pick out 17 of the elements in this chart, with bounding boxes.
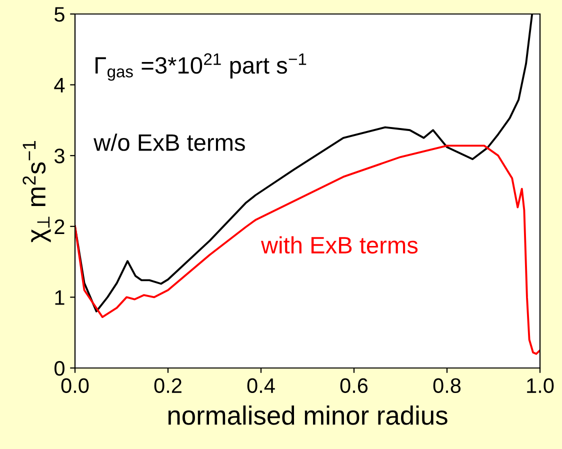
y-axis-title: χ$_{⊥}$ m$^{2}$s$^{−1}$ [22,141,51,242]
series-label: with ExB terms [260,236,418,254]
x-tick-label: 0.4 [247,378,275,394]
series-label: w/o ExB terms [94,134,245,151]
x-tick-label: 0.6 [340,378,368,394]
y-tick-label: 0 [54,361,64,376]
y-tick-label: 3 [54,148,64,164]
y-tick-label: 2 [54,219,64,234]
annotation: Γ$_{gas}$ =3*10$^{21}$ part s$^{−1}$ [96,53,306,81]
x-tick-label: 1.0 [527,378,554,394]
x-tick-label: 0.0 [61,378,89,394]
y-tick-label: 4 [54,78,65,92]
x-tick-label: 0.2 [154,378,182,394]
y-tick-label: 1 [55,290,64,305]
y-tick-label: 5 [54,7,64,22]
x-tick-label: 0.8 [433,378,461,394]
x-axis-title: normalised minor radius [168,405,448,425]
